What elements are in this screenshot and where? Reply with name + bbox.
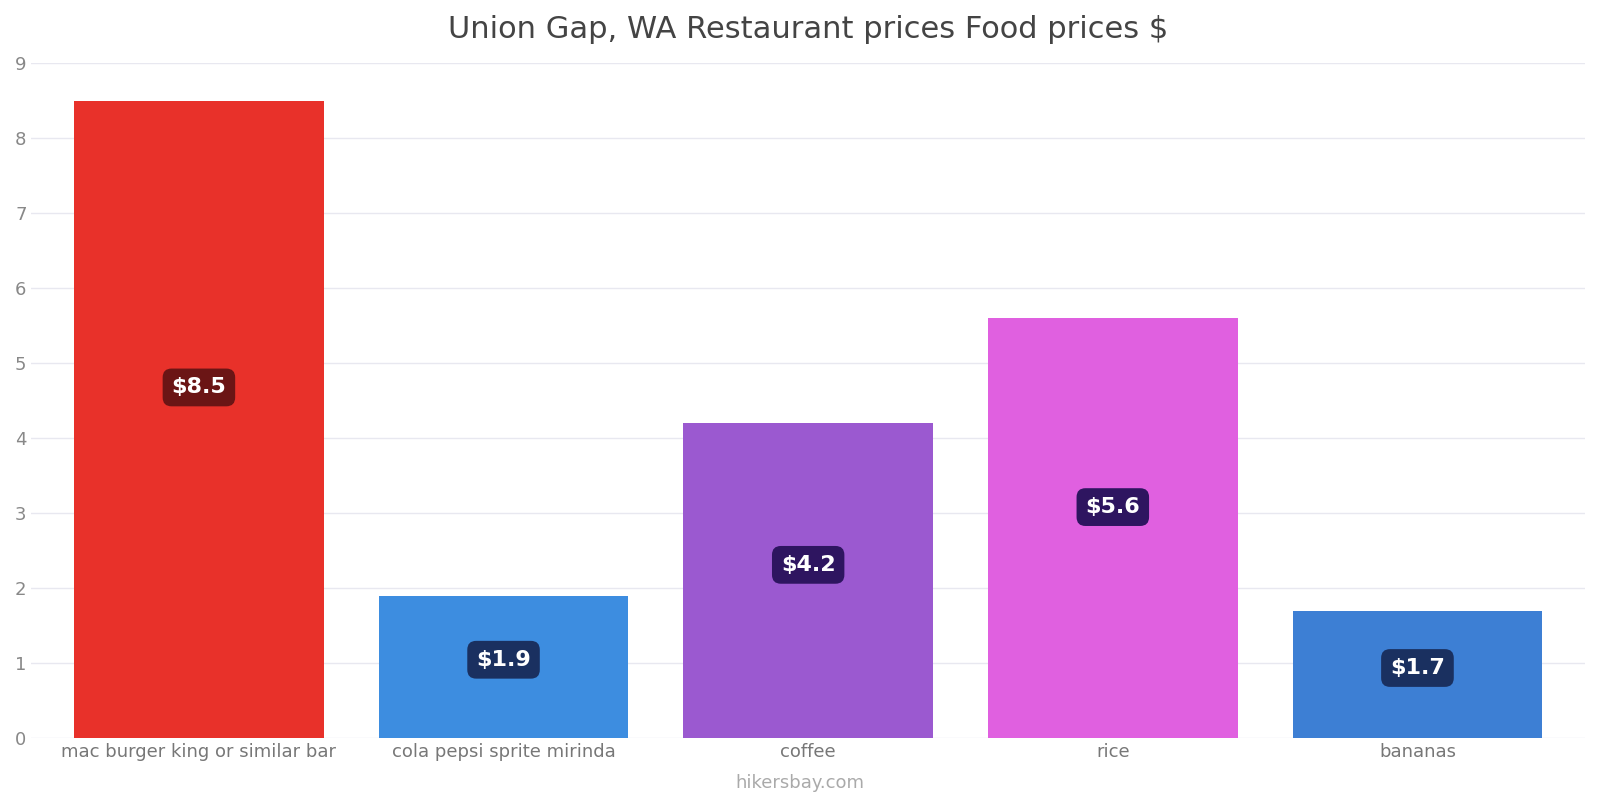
Text: $1.7: $1.7 xyxy=(1390,658,1445,678)
Text: $1.9: $1.9 xyxy=(477,650,531,670)
Text: $4.2: $4.2 xyxy=(781,555,835,575)
Bar xyxy=(379,596,629,738)
Text: $5.6: $5.6 xyxy=(1085,497,1141,517)
Title: Union Gap, WA Restaurant prices Food prices $: Union Gap, WA Restaurant prices Food pri… xyxy=(448,15,1168,44)
Text: $8.5: $8.5 xyxy=(171,378,226,398)
Bar xyxy=(1293,610,1542,738)
Bar xyxy=(987,318,1238,738)
Bar xyxy=(683,423,933,738)
Bar xyxy=(74,101,323,738)
Text: hikersbay.com: hikersbay.com xyxy=(736,774,864,792)
